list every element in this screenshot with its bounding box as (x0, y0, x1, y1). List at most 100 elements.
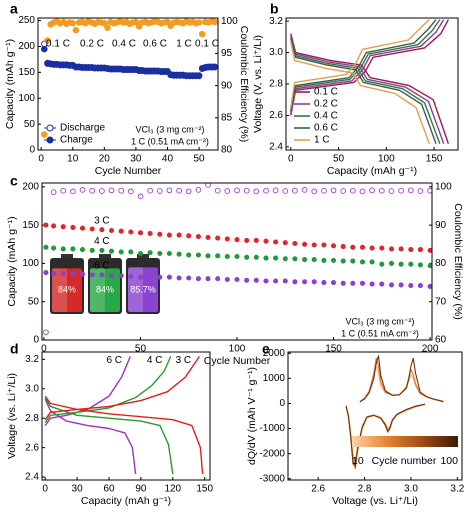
legend-label: Charge (60, 135, 93, 146)
data-point (195, 276, 201, 282)
y2-tick-label: 100 (435, 181, 452, 192)
data-point (321, 242, 327, 248)
data-point (215, 253, 221, 259)
legend-label: Discharge (60, 123, 105, 134)
data-point (101, 19, 108, 27)
data-point (195, 234, 201, 240)
annotation: 0.1 C (195, 39, 219, 50)
data-point (427, 187, 432, 194)
data-point (166, 232, 172, 238)
series (43, 183, 432, 336)
data-point (72, 26, 80, 34)
data-point (253, 237, 259, 243)
data-point (186, 233, 192, 239)
x-tick-label: 2.6 (311, 484, 325, 495)
data-point (224, 253, 230, 260)
y-tick-label: 2.6 (25, 442, 39, 453)
x-tick-label: 0 (288, 154, 294, 165)
data-point (263, 187, 269, 194)
x-tick-label: 90 (135, 484, 147, 495)
battery-label: 85.7% (130, 284, 156, 294)
data-point (118, 228, 124, 234)
data-point (60, 246, 66, 252)
data-point (253, 277, 259, 283)
data-point (128, 229, 134, 235)
y2-tick-label: 90 (435, 220, 447, 231)
y2-tick-label: 85 (221, 112, 233, 123)
data-point (417, 262, 423, 268)
data-point (176, 275, 182, 281)
series (43, 270, 432, 289)
data-point (243, 187, 250, 194)
x-tick-label: 0 (41, 344, 47, 355)
data-point (263, 238, 269, 244)
data-point (198, 30, 206, 38)
panel-label: c (10, 173, 18, 189)
data-point (44, 37, 51, 44)
data-point (108, 273, 115, 279)
data-point (166, 187, 173, 194)
data-point (176, 251, 182, 257)
data-point (292, 187, 298, 194)
x-tick-label: 0 (38, 154, 44, 165)
series (290, 19, 430, 144)
data-point (43, 270, 49, 276)
colorbar-tick-label: 100 (440, 455, 458, 467)
x-tick-label: 0 (42, 484, 48, 495)
series (43, 244, 432, 269)
data-line (345, 357, 444, 470)
data-point (157, 250, 163, 257)
data-point (282, 278, 288, 284)
panel-label: b (270, 1, 279, 17)
series-label: 3 C (176, 355, 192, 366)
data-point (108, 187, 115, 194)
data-point (282, 240, 288, 246)
battery-shine (90, 268, 105, 312)
data-point (60, 224, 66, 230)
data-point (369, 259, 375, 265)
x-tick-label: 30 (130, 154, 142, 165)
data-point (302, 279, 308, 285)
y-tick-label: 3.2 (25, 354, 39, 365)
data-line (44, 356, 174, 475)
series (345, 357, 444, 470)
data-point (41, 45, 48, 53)
data-point (79, 225, 86, 231)
battery-cap (99, 254, 111, 258)
data-point (292, 240, 298, 247)
data-point (211, 18, 218, 26)
y-tick-label: -3000 (259, 473, 285, 484)
data-point (89, 187, 96, 194)
data-point (147, 187, 153, 194)
data-point (244, 237, 250, 243)
series (290, 19, 450, 144)
data-point (70, 224, 76, 230)
annotation: VCl₃ (3 mg cm⁻²) (346, 316, 415, 326)
y-tick-label: 2.8 (25, 413, 39, 424)
legend-marker (46, 124, 54, 132)
data-point (398, 261, 404, 267)
data-point (118, 249, 124, 255)
data-point (70, 246, 76, 252)
data-point (378, 187, 385, 194)
y-axis-title: Voltage (vs. Li⁺/Li) (6, 373, 18, 459)
x-tick-label: 150 (426, 154, 443, 165)
data-point (272, 187, 279, 194)
data-point (89, 226, 95, 232)
y-tick-label: 250 (18, 15, 35, 26)
series (43, 222, 432, 253)
y-tick-label: 3.0 (269, 47, 283, 58)
data-point (388, 260, 395, 266)
data-point (359, 244, 366, 250)
x-tick-label: 50 (193, 154, 205, 165)
y-tick-label: 3.2 (269, 16, 283, 27)
data-point (417, 188, 424, 194)
data-point (340, 188, 347, 194)
battery-cap (61, 254, 73, 258)
data-point (427, 283, 432, 289)
data-point (244, 254, 250, 260)
series (290, 19, 441, 144)
data-line (290, 19, 437, 144)
data-point (60, 187, 67, 194)
